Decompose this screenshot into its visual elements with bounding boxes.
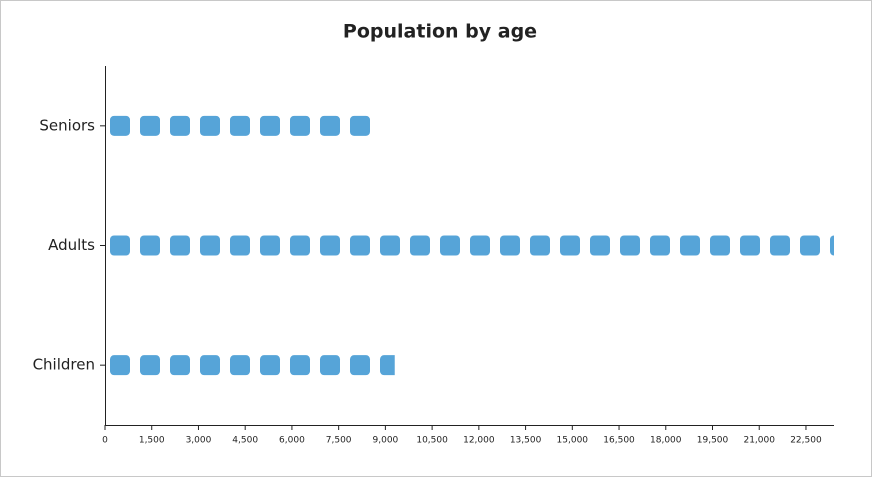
icon bbox=[290, 115, 310, 136]
x-tick-label: 19,500 bbox=[697, 436, 729, 446]
icon bbox=[260, 355, 280, 376]
icon bbox=[200, 235, 220, 256]
icon bbox=[680, 235, 700, 256]
x-tick-label: 15,000 bbox=[557, 436, 589, 446]
icon bbox=[260, 115, 280, 136]
icon bbox=[740, 235, 760, 256]
x-tick-label: 10,500 bbox=[416, 436, 448, 446]
icon bbox=[170, 235, 190, 256]
icon bbox=[830, 235, 834, 256]
x-tick-label: 7,500 bbox=[326, 436, 352, 446]
icon bbox=[290, 355, 310, 376]
icon bbox=[350, 355, 370, 376]
x-tick-label: 4,500 bbox=[232, 436, 258, 446]
icon bbox=[170, 355, 190, 376]
x-tick-label: 1,500 bbox=[139, 436, 165, 446]
x-tick-label: 0 bbox=[102, 436, 108, 446]
icon bbox=[320, 355, 340, 376]
bar bbox=[110, 235, 834, 256]
icon bbox=[260, 235, 280, 256]
x-tick-label: 3,000 bbox=[186, 436, 212, 446]
icon bbox=[710, 235, 730, 256]
x-tick-label: 12,000 bbox=[463, 436, 495, 446]
icon bbox=[380, 355, 395, 376]
icon bbox=[320, 235, 340, 256]
icon bbox=[320, 115, 340, 136]
icon bbox=[530, 235, 550, 256]
icon bbox=[620, 235, 640, 256]
x-tick-label: 16,500 bbox=[603, 436, 635, 446]
x-tick-label: 13,500 bbox=[510, 436, 542, 446]
chart-title: Population by age bbox=[343, 21, 537, 43]
x-tick-label: 9,000 bbox=[373, 436, 399, 446]
x-tick-label: 6,000 bbox=[279, 436, 305, 446]
icon bbox=[590, 235, 610, 256]
y-tick-label: Children bbox=[33, 356, 95, 374]
bar bbox=[110, 115, 370, 136]
icon bbox=[110, 355, 130, 376]
x-tick-label: 18,000 bbox=[650, 436, 682, 446]
icon bbox=[110, 235, 130, 256]
icon bbox=[230, 355, 250, 376]
icon bbox=[140, 355, 160, 376]
icon bbox=[140, 115, 160, 136]
icon bbox=[170, 115, 190, 136]
x-tick-label: 21,000 bbox=[743, 436, 775, 446]
icon bbox=[110, 115, 130, 136]
icon bbox=[470, 235, 490, 256]
icon bbox=[290, 235, 310, 256]
icon bbox=[140, 235, 160, 256]
icon bbox=[200, 355, 220, 376]
icon bbox=[500, 235, 520, 256]
icon bbox=[350, 235, 370, 256]
icon bbox=[560, 235, 580, 256]
icon bbox=[800, 235, 820, 256]
icon bbox=[380, 235, 400, 256]
icon bbox=[650, 235, 670, 256]
icon bbox=[200, 115, 220, 136]
icon bbox=[230, 235, 250, 256]
bar bbox=[110, 355, 395, 376]
icon bbox=[410, 235, 430, 256]
y-tick-label: Adults bbox=[48, 236, 95, 254]
icon bbox=[350, 115, 370, 136]
icon bbox=[230, 115, 250, 136]
x-tick-label: 22,500 bbox=[790, 436, 822, 446]
icon bbox=[440, 235, 460, 256]
icon bbox=[770, 235, 790, 256]
y-tick-label: Seniors bbox=[39, 116, 95, 134]
